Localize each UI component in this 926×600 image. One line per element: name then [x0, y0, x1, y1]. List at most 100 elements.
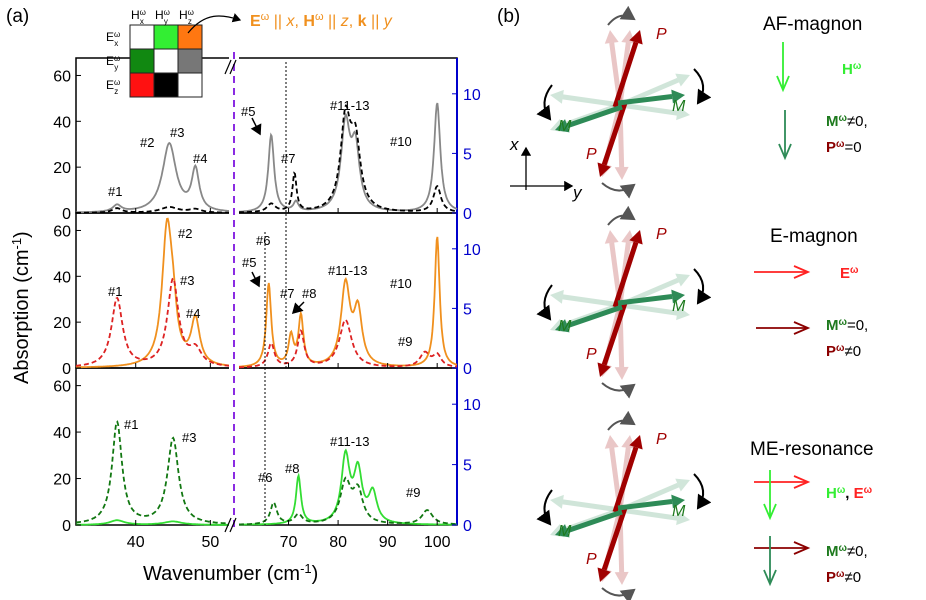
p-arrow-head	[597, 162, 611, 177]
peak-label: #11-13	[328, 263, 368, 278]
m-ghost-arrow	[562, 94, 621, 108]
m-ghost-arrow-head	[675, 273, 690, 287]
m-arrow	[617, 294, 673, 306]
panel-label-a: (a)	[6, 6, 29, 27]
m-response-arrowhead	[778, 143, 792, 161]
m-label: M	[672, 298, 686, 315]
peak-5-arrow-top	[250, 117, 262, 136]
series-line-left	[76, 276, 230, 367]
right-y-tick-label: 0	[463, 518, 472, 535]
series-line-right	[239, 318, 458, 369]
rotation-arrow	[693, 268, 712, 305]
mode-title: E-magnon	[770, 226, 858, 247]
m-label: M	[558, 318, 572, 335]
annotation-arrow	[187, 13, 242, 34]
p-arrow	[601, 507, 628, 571]
mode-title: ME-resonance	[750, 439, 874, 460]
peak-label: #6	[256, 233, 270, 248]
coordinate-axes: x y	[509, 135, 583, 202]
rotation-arrow	[601, 587, 636, 600]
p-label: P	[586, 551, 597, 568]
right-y-tick-label: 5	[463, 458, 472, 475]
break-mark-top-1	[224, 59, 232, 75]
y-axis-label: Absorption (cm-1)	[9, 231, 34, 384]
x-tick-label: 90	[379, 534, 397, 551]
peak-label: #2	[178, 226, 192, 241]
m-ghost-arrow-head	[676, 511, 690, 526]
peak-labels: #1 #2 #3 #4 #5 #7 #11-13 #10 #1 #2 #3 #4…	[108, 98, 420, 500]
matrix-row-header: Eω z	[106, 78, 120, 96]
peak-label: #3	[182, 430, 196, 445]
m-arrow-head	[671, 289, 685, 304]
panel-3-frame	[75, 367, 458, 526]
m-label: M	[558, 118, 572, 135]
series-line-right	[239, 104, 458, 214]
series-line-left	[75, 217, 230, 369]
matrix-cell	[129, 48, 155, 74]
guide-lines	[264, 62, 287, 525]
x-tick-label: 40	[127, 534, 145, 551]
m-ghost-arrow-head	[550, 494, 564, 509]
mode-legend: AF-magnon Hω Mω≠0, Pω=0 E-magnon Eω Mω=0…	[750, 14, 874, 587]
matrix-row-header: Eω y	[106, 54, 120, 72]
m-arrow-head	[671, 494, 685, 509]
y-tick-label: 60	[53, 223, 71, 240]
y-tick-label: 40	[53, 269, 71, 286]
peak-label: #5	[242, 255, 256, 270]
h-field-arrowhead	[763, 503, 777, 521]
mode-title: AF-magnon	[763, 14, 862, 35]
peak-label: #1	[108, 184, 122, 199]
m-arrow	[566, 509, 623, 534]
matrix-cell	[153, 72, 179, 98]
series-line-right	[239, 102, 458, 213]
peak-label: #9	[398, 334, 412, 349]
peak-label: #10	[390, 134, 412, 149]
m-label: M	[672, 503, 686, 520]
rotation-arrow	[601, 382, 636, 399]
matrix-cell	[177, 72, 203, 98]
matrix-cell	[129, 24, 155, 50]
y-tick-label: 20	[53, 472, 71, 489]
peak-label: #3	[180, 273, 194, 288]
p-ghost-arrow-head	[604, 230, 619, 244]
peak-label: #9	[406, 485, 420, 500]
peak-label: #4	[193, 151, 207, 166]
x-tick-label: 80	[329, 534, 347, 551]
break-mark-top-2	[229, 59, 237, 75]
y-tick-label: 20	[53, 315, 71, 332]
matrix-row-header: Eω x	[106, 30, 120, 48]
p-arrow	[601, 302, 628, 366]
m-ghost-arrow-head	[675, 478, 690, 492]
m-arrow	[566, 304, 623, 329]
right-y-tick-label: 5	[463, 146, 472, 163]
peak-label: #8	[302, 286, 316, 301]
peak-5-arrow-mid	[249, 271, 261, 288]
peak-label: #2	[140, 135, 154, 150]
p-arrow-head	[629, 30, 643, 45]
m-arrow	[617, 94, 673, 106]
x-direction-label: x	[509, 135, 519, 154]
p-label: P	[656, 431, 667, 448]
p-label: P	[586, 346, 597, 363]
y-tick-label: 0	[62, 361, 71, 378]
polarization-annotation: Eω || x, Hω || z, k || y	[187, 11, 393, 34]
response-p: Pω≠0	[826, 343, 861, 361]
m-ghost-arrow	[562, 294, 621, 308]
rotation-arrow	[693, 473, 712, 510]
y-tick-label: 60	[53, 379, 71, 396]
m-arrow-head	[555, 119, 570, 133]
m-ghost-arrow-head	[676, 106, 690, 121]
h-field-arrowhead	[776, 75, 790, 93]
polarization-text: Eω || x, Hω || z, k || y	[250, 11, 393, 30]
m-ghost-arrow-head	[675, 73, 690, 87]
field-label: Hω	[842, 61, 862, 79]
e-field-arrowhead	[793, 475, 811, 489]
p-arrow	[612, 446, 639, 513]
peak-label: #4	[186, 306, 200, 321]
e-field-arrowhead	[793, 265, 811, 279]
break-mark-bottom-1	[224, 517, 232, 533]
series-line-right	[239, 476, 458, 526]
p-arrow-head	[629, 435, 643, 450]
